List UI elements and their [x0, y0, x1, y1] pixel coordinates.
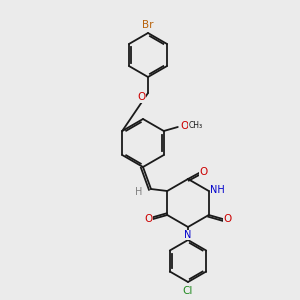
Text: NH: NH: [210, 185, 225, 195]
Text: N: N: [184, 230, 192, 240]
Text: O: O: [144, 214, 152, 224]
Text: Br: Br: [142, 20, 154, 30]
Text: Cl: Cl: [183, 286, 193, 296]
Text: O: O: [181, 121, 189, 131]
Text: O: O: [137, 92, 145, 102]
Text: O: O: [224, 214, 232, 224]
Text: CH₃: CH₃: [189, 122, 203, 130]
Text: O: O: [200, 167, 208, 177]
Text: H: H: [135, 187, 143, 197]
